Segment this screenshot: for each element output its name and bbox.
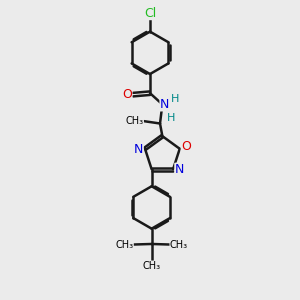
Text: N: N [175, 163, 184, 176]
Text: O: O [122, 88, 132, 101]
Text: CH₃: CH₃ [115, 240, 133, 250]
Text: N: N [160, 98, 169, 111]
Text: CH₃: CH₃ [125, 116, 143, 126]
Text: N: N [134, 143, 143, 156]
Text: O: O [181, 140, 191, 153]
Text: CH₃: CH₃ [170, 240, 188, 250]
Text: H: H [170, 94, 179, 104]
Text: H: H [167, 113, 176, 123]
Text: CH₃: CH₃ [142, 261, 161, 271]
Text: Cl: Cl [144, 7, 156, 20]
